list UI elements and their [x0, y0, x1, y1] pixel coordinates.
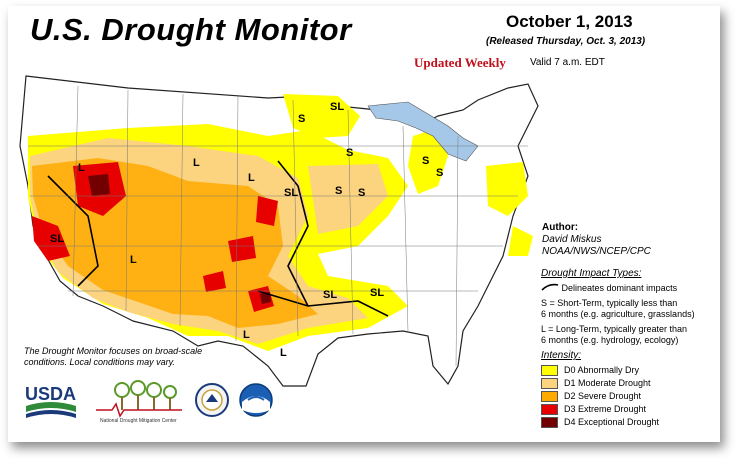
valid-time: Valid 7 a.m. EDT: [530, 57, 605, 68]
map-title: U.S. Drought Monitor: [30, 12, 352, 47]
ndmc-logo: National Drought Mitigation Center: [92, 378, 184, 426]
legend-swatch: [541, 403, 558, 415]
d3-wyoming: [256, 196, 278, 226]
map-label-13: SL: [370, 287, 384, 299]
d3-california: [32, 216, 70, 261]
delineates-row: Delineates dominant impacts: [541, 282, 677, 293]
map-label-8: S: [298, 113, 305, 125]
map-label-17: S: [436, 167, 443, 179]
author-heading: Author:: [542, 222, 579, 233]
svg-text:National Drought Mitigation Ce: National Drought Mitigation Center: [100, 418, 177, 424]
usda-logo: USDA: [24, 382, 78, 422]
d3-kansas: [228, 236, 256, 262]
noaa-logo: [238, 382, 274, 418]
updated-weekly: Updated Weekly: [414, 55, 506, 70]
disclaimer-note: The Drought Monitor focuses on broad-sca…: [24, 346, 203, 367]
d4-texas: [260, 292, 271, 304]
svg-text:USDA: USDA: [25, 384, 76, 404]
delineates-label: Delineates dominant impacts: [561, 283, 678, 293]
map-label-11: S: [358, 187, 365, 199]
legend-swatch: [541, 390, 558, 402]
legend-label: D0 Abnormally Dry: [564, 365, 640, 375]
map-label-12: SL: [323, 289, 337, 301]
legend-d2: D2 Severe Drought: [541, 390, 641, 402]
d4-nevada: [88, 174, 110, 196]
release-date: (Released Thursday, Oct. 3, 2013): [486, 36, 646, 47]
d0-michigan: [408, 128, 448, 194]
ndmc-tree-icon: National Drought Mitigation Center: [96, 380, 182, 424]
map-label-15: L: [280, 347, 287, 359]
author-org: NOAA/NWS/NCEP/CPC: [542, 246, 651, 257]
legend-label: D3 Extreme Drought: [564, 404, 647, 414]
long-term-line-1: L = Long-Term, typically greater than: [541, 324, 687, 334]
author-name: David Miskus: [542, 234, 602, 245]
short-term-line-1: S = Short-Term, typically less than: [541, 298, 678, 308]
intensity-heading: Intensity:: [541, 350, 582, 361]
d3-oklahoma: [203, 271, 226, 292]
usda-logo-icon: USDA: [25, 384, 76, 418]
impact-types-heading: Drought Impact Types:: [541, 268, 642, 279]
d1-plains: [308, 164, 388, 234]
map-label-6: S: [335, 185, 342, 197]
noaa-logo-icon: [239, 383, 273, 417]
d0-upper-midwest: [283, 94, 360, 138]
legend-d4: D4 Exceptional Drought: [541, 416, 659, 428]
map-label-10: SL: [330, 101, 344, 113]
legend-label: D2 Severe Drought: [564, 391, 642, 401]
legend-swatch: [541, 364, 558, 376]
short-term-line-2: 6 months (e.g. agriculture, grasslands): [541, 309, 695, 319]
doc-seal: [194, 382, 230, 418]
legend-label: D1 Moderate Drought: [564, 378, 651, 388]
d0-carolinas: [508, 226, 533, 256]
legend-d0: D0 Abnormally Dry: [541, 364, 639, 376]
map-label-9: S: [346, 147, 353, 159]
us-drought-map: L L L SL L S SL S S SL S SL SL L L S S: [19, 75, 539, 387]
drought-monitor-card: U.S. Drought Monitor October 1, 2013 (Re…: [8, 6, 720, 442]
map-label-1: L: [78, 162, 85, 174]
legend-label: D4 Exceptional Drought: [564, 417, 660, 427]
legend-swatch: [541, 377, 558, 389]
d0-northeast: [486, 162, 528, 216]
boundary-line-icon: [541, 283, 559, 291]
long-term-line-2: 6 months (e.g. hydrology, ecology): [541, 335, 679, 345]
state-borders: [28, 85, 528, 367]
map-label-4: SL: [284, 187, 298, 199]
map-label-5: L: [130, 254, 137, 266]
commerce-seal-icon: [195, 383, 229, 417]
map-date: October 1, 2013: [506, 12, 633, 31]
map-label-7: SL: [50, 233, 64, 245]
legend-d1: D1 Moderate Drought: [541, 377, 651, 389]
impact-boundary-central: [277, 160, 309, 307]
impact-boundary-south: [257, 290, 389, 317]
map-label-3: L: [248, 172, 255, 184]
map-label-2: L: [193, 157, 200, 169]
map-label-14: L: [243, 329, 250, 341]
legend-swatch: [541, 416, 558, 428]
legend-d3: D3 Extreme Drought: [541, 403, 646, 415]
map-label-16: S: [422, 155, 429, 167]
